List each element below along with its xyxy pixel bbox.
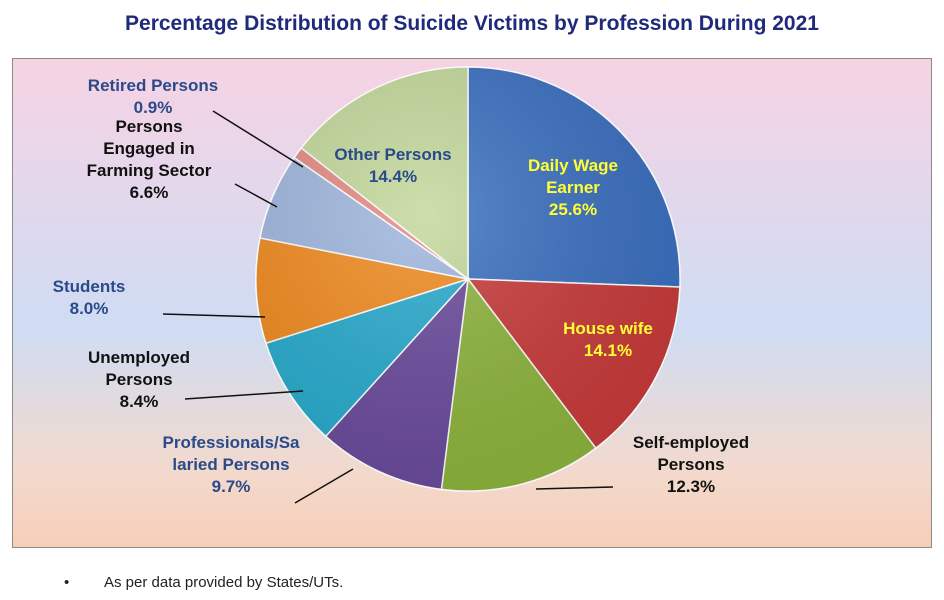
slice-label-unemployed-persons: Unemployed Persons 8.4% <box>88 348 190 411</box>
slice-label-self-employed-persons: Self-employed Persons 12.3% <box>633 433 749 496</box>
leader-line <box>294 468 354 504</box>
slice-label-retired-persons: Retired Persons 0.9% <box>88 76 218 117</box>
chart-title: Percentage Distribution of Suicide Victi… <box>125 12 819 35</box>
leader-line <box>212 110 304 168</box>
slice-label-house-wife: House wife 14.1% <box>563 319 653 360</box>
pie-chart: Daily Wage Earner 25.6% House wife 14.1% Self… <box>53 66 749 504</box>
leader-line <box>184 390 304 400</box>
footnote-text: As per data provided by States/UTs. <box>104 574 344 591</box>
chart-area: Daily Wage Earner 25.6% House wife 14.1% Self… <box>12 58 932 548</box>
slice-label-professionals-salaried-persons: Professionals/Sa laried Persons 9.7% <box>162 433 300 496</box>
slice-label-other-persons: Other Persons 14.4% <box>334 145 451 186</box>
leader-line <box>162 313 266 318</box>
leader-line <box>535 486 614 490</box>
slice-label-persons-engaged-in-farming-sector: Persons Engaged in Farming Sector 6.6% <box>87 117 212 202</box>
footnote-bullet: • <box>64 574 70 591</box>
slice-label-daily-wage-earner: Daily Wage Earner 25.6% <box>528 156 618 219</box>
leader-line <box>234 183 278 208</box>
slice-label-students: Students 8.0% <box>53 277 126 318</box>
pie-sheen <box>256 67 680 491</box>
